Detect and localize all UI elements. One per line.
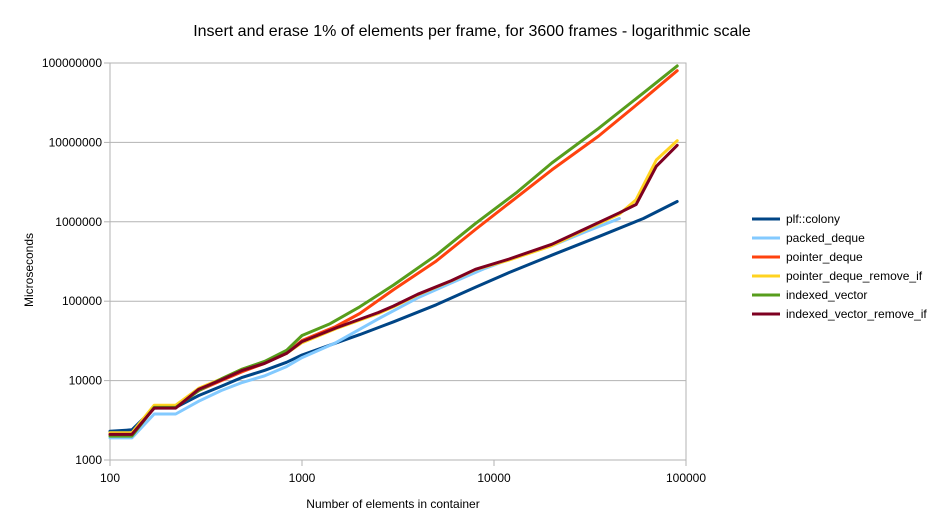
legend-label: indexed_vector — [786, 288, 867, 302]
y-tick-label: 100000 — [62, 294, 102, 308]
legend-label: plf::colony — [786, 212, 840, 226]
y-axis-title: Microseconds — [22, 233, 36, 307]
legend-label: indexed_vector_remove_if — [786, 307, 927, 321]
x-axis-title: Number of elements in container — [306, 497, 479, 511]
y-tick-label: 1000 — [75, 453, 102, 467]
legend: plf::colonypacked_dequepointer_dequepoin… — [752, 212, 927, 321]
x-tick-label: 100000 — [666, 471, 706, 485]
legend-label: pointer_deque — [786, 250, 863, 264]
legend-label: packed_deque — [786, 231, 865, 245]
y-axis-ticks: 1000 10000 100000 1000000 10000000 100000000 — [42, 56, 110, 467]
y-tick-label: 1000000 — [55, 215, 102, 229]
x-tick-label: 10000 — [477, 471, 511, 485]
y-tick-label: 100000000 — [42, 56, 102, 70]
y-tick-label: 10000 — [69, 374, 103, 388]
legend-label: pointer_deque_remove_if — [786, 269, 923, 283]
plot-area — [109, 62, 687, 461]
x-axis-ticks: 100 1000 10000 100000 — [100, 460, 706, 485]
series-line-pointer-deque — [108, 69, 679, 436]
series-line-packed-deque — [108, 217, 621, 440]
series-line-plf-colony — [108, 200, 679, 433]
y-tick-label: 10000000 — [49, 135, 103, 149]
gridlines — [110, 62, 686, 461]
x-tick-label: 1000 — [289, 471, 316, 485]
series-lines — [108, 64, 679, 440]
x-tick-label: 100 — [100, 471, 120, 485]
series-line-indexed-vector-remove-if — [108, 143, 679, 436]
chart-title: Insert and erase 1% of elements per fram… — [193, 23, 751, 40]
